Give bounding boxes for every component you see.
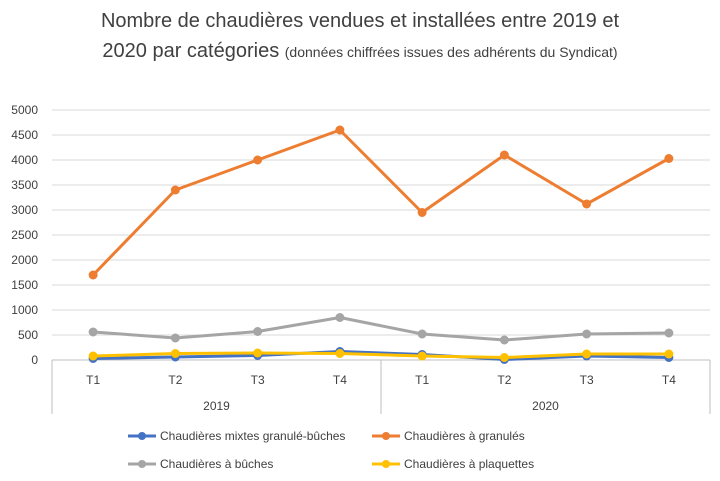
data-point	[253, 327, 263, 336]
data-point	[664, 349, 674, 359]
group-label: 2020	[532, 399, 559, 413]
series-line	[91, 350, 671, 361]
x-tick-label: T2	[497, 373, 511, 387]
data-point	[88, 270, 98, 280]
y-tick-label: 4000	[11, 153, 38, 167]
y-tick-label: 1000	[11, 303, 38, 317]
chart-title-main: 2020 par catégories	[102, 40, 280, 62]
y-tick-label: 0	[31, 353, 38, 367]
data-point	[582, 329, 592, 339]
x-tick-label: T1	[86, 373, 100, 387]
data-point	[335, 125, 345, 135]
data-point	[335, 313, 345, 322]
legend-label: Chaudières à bûches	[160, 457, 273, 471]
data-point	[88, 327, 98, 337]
y-tick-label: 2500	[11, 228, 38, 242]
data-point	[499, 353, 509, 362]
x-tick-label: T4	[333, 373, 347, 387]
data-point	[253, 348, 263, 358]
data-point	[417, 208, 427, 217]
legend-swatch-marker	[382, 460, 390, 468]
y-tick-label: 2000	[11, 253, 38, 267]
y-tick-label: 500	[18, 328, 38, 342]
legend-swatch-marker	[138, 432, 146, 440]
chart-title-line-1: Nombre de chaudières vendues et installé…	[100, 10, 620, 32]
data-point	[582, 199, 592, 209]
chart-title-line-2: 2020 par catégories (données chiffrées i…	[0, 40, 720, 63]
legend-label: Chaudières mixtes granulé-bûches	[160, 429, 345, 443]
data-point	[664, 328, 674, 338]
legend-label: Chaudières à granulés	[404, 429, 525, 443]
series-line	[91, 316, 671, 342]
y-tick-label: 1500	[11, 278, 38, 292]
data-point	[582, 349, 592, 359]
chart-title-subtitle: (données chiffrées issues des adhérents …	[284, 44, 618, 60]
legend-label: Chaudières à plaquettes	[404, 457, 534, 471]
x-tick-label: T4	[662, 373, 676, 387]
series-line	[91, 128, 671, 277]
data-point	[417, 329, 427, 339]
data-point	[335, 349, 345, 358]
data-point	[170, 333, 180, 343]
data-point	[499, 335, 509, 345]
y-tick-label: 3500	[11, 178, 38, 192]
x-tick-label: T3	[580, 373, 594, 387]
x-tick-label: T3	[251, 373, 265, 387]
group-label: 2019	[203, 399, 230, 413]
y-tick-label: 3000	[11, 203, 38, 217]
data-point	[88, 351, 98, 361]
legend-swatch-marker	[138, 460, 146, 468]
data-point	[417, 351, 427, 361]
data-point	[170, 185, 180, 195]
y-tick-label: 4500	[11, 128, 38, 142]
series-line	[91, 351, 671, 359]
data-point	[499, 150, 509, 160]
data-point	[664, 154, 674, 163]
x-tick-label: T2	[168, 373, 182, 387]
data-point	[170, 349, 180, 358]
data-point	[253, 155, 263, 165]
y-tick-label: 5000	[11, 103, 38, 117]
legend-swatch-marker	[382, 432, 390, 440]
x-tick-label: T1	[415, 373, 429, 387]
